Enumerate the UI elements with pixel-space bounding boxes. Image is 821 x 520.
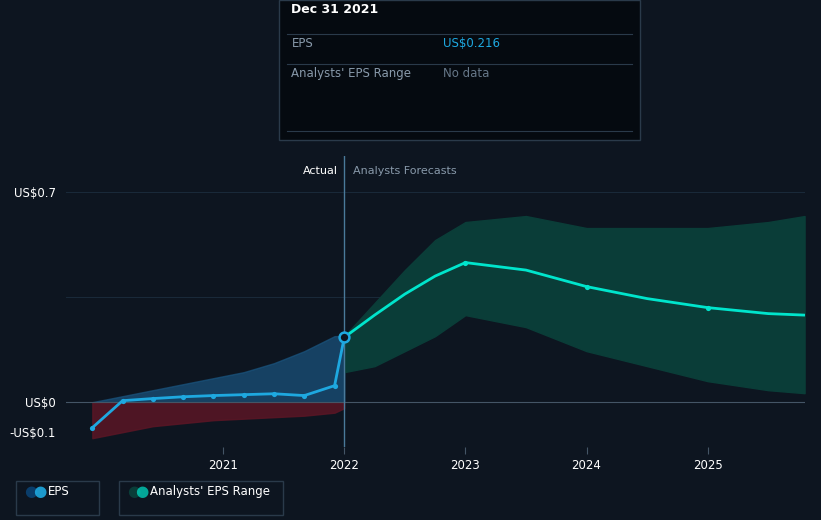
Text: Analysts' EPS Range: Analysts' EPS Range — [291, 67, 411, 80]
Text: ●: ● — [135, 484, 149, 499]
Point — [237, 391, 250, 399]
Text: Actual: Actual — [303, 166, 338, 176]
Text: ●: ● — [33, 484, 46, 499]
Text: Analysts Forecasts: Analysts Forecasts — [353, 166, 456, 176]
Text: ●: ● — [25, 484, 38, 499]
Point — [116, 397, 129, 405]
Text: Dec 31 2021: Dec 31 2021 — [291, 3, 378, 16]
Point — [207, 392, 220, 400]
Text: No data: No data — [443, 67, 489, 80]
Point — [701, 304, 714, 312]
Point — [146, 394, 159, 402]
Point — [459, 258, 472, 267]
Point — [85, 423, 99, 432]
Point — [177, 393, 190, 401]
Text: EPS: EPS — [291, 37, 313, 50]
Text: ●: ● — [127, 484, 140, 499]
Point — [580, 282, 593, 291]
Text: EPS: EPS — [48, 485, 69, 498]
Text: Analysts' EPS Range: Analysts' EPS Range — [150, 485, 270, 498]
Point — [268, 389, 281, 398]
Point — [328, 382, 342, 390]
Text: US$0.216: US$0.216 — [443, 37, 500, 50]
Point — [337, 333, 351, 342]
Point — [298, 392, 311, 400]
